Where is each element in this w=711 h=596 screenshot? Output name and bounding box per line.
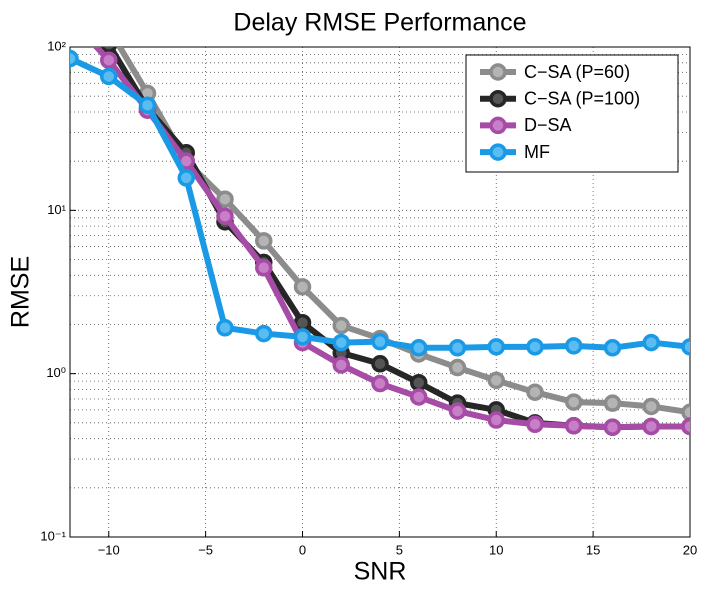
marker	[293, 278, 312, 296]
legend-marker	[489, 89, 507, 108]
legend-label: C−SA (P=100)	[524, 88, 640, 108]
chart-title: Delay RMSE Performance	[233, 9, 526, 37]
marker	[526, 338, 544, 356]
marker	[255, 259, 273, 277]
x-tick-label: 15	[586, 542, 600, 557]
marker	[565, 337, 583, 355]
x-tick-label: −5	[198, 542, 213, 557]
marker	[216, 190, 234, 208]
plot-area	[70, 47, 690, 436]
legend-marker	[489, 143, 507, 161]
marker	[332, 333, 350, 352]
marker	[410, 373, 428, 392]
marker	[681, 403, 690, 422]
x-axis-label: SNR	[354, 558, 407, 586]
marker	[100, 67, 118, 86]
marker	[177, 169, 195, 187]
x-tick-label: 0	[299, 542, 306, 557]
legend-label: MF	[524, 142, 550, 162]
marker	[681, 338, 690, 356]
marker	[603, 418, 622, 436]
marker	[100, 47, 118, 53]
marker	[371, 374, 389, 393]
marker	[70, 49, 79, 68]
marker	[448, 358, 467, 377]
legend-label: D−SA	[524, 115, 572, 135]
y-tick-label: 10¹	[47, 202, 66, 217]
marker	[487, 371, 505, 390]
marker	[255, 324, 273, 343]
marker	[487, 338, 505, 356]
y-tick-label: 10²	[47, 38, 66, 53]
marker	[255, 232, 273, 250]
x-tick-label: 10	[489, 542, 503, 557]
marker	[216, 207, 234, 225]
marker	[526, 415, 544, 434]
marker	[681, 417, 690, 436]
marker	[642, 397, 660, 416]
x-tick-label: 20	[683, 542, 697, 557]
marker	[642, 333, 660, 352]
marker	[487, 411, 505, 429]
x-tick-label: −10	[98, 542, 120, 557]
marker	[410, 339, 428, 357]
marker	[448, 339, 467, 357]
marker	[100, 51, 118, 69]
y-tick-label: 10⁰	[46, 365, 66, 380]
marker	[603, 339, 622, 357]
marker	[332, 316, 350, 335]
marker	[565, 416, 583, 435]
y-tick-label: 10⁻¹	[40, 528, 66, 543]
marker	[448, 402, 467, 420]
x-tick-label: 5	[396, 542, 403, 557]
plot-frame	[69, 46, 691, 538]
marker	[371, 355, 389, 373]
marker	[293, 328, 312, 346]
legend-label: C−SA (P=60)	[524, 62, 630, 82]
marker	[371, 332, 389, 351]
marker	[526, 383, 544, 401]
marker	[565, 393, 583, 411]
legend-marker	[489, 116, 507, 135]
marker	[410, 388, 428, 406]
y-axis-label: RMSE	[7, 256, 35, 328]
marker	[216, 319, 234, 337]
marker	[332, 356, 350, 374]
marker	[138, 96, 157, 114]
marker	[642, 417, 660, 436]
marker	[603, 394, 622, 412]
legend-marker	[489, 63, 507, 81]
